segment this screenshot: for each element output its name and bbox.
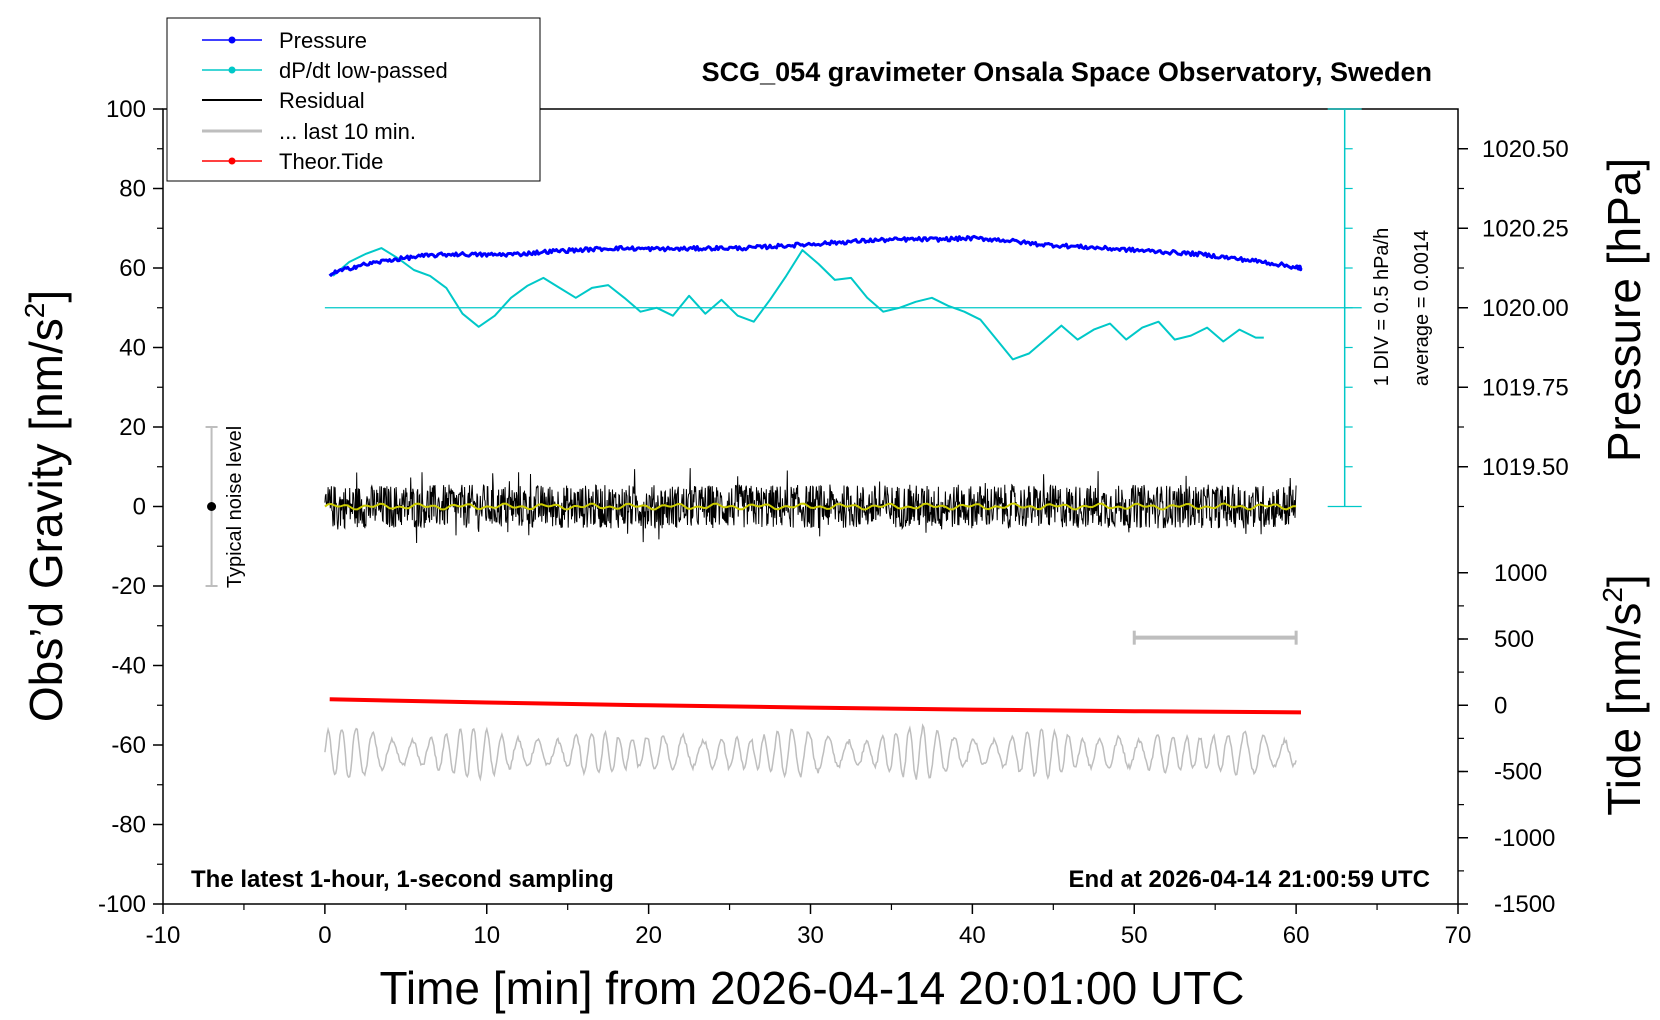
legend-marker-tide bbox=[228, 157, 236, 165]
y-tick-label: 20 bbox=[119, 414, 146, 441]
y-axis-label-tide: Tide [nm/s2] bbox=[1597, 574, 1650, 815]
footer-right: End at 2026-04-14 21:00:59 UTC bbox=[1069, 866, 1431, 893]
pressure-tick-label: 1020.00 bbox=[1482, 295, 1569, 322]
y-tick-label: -60 bbox=[111, 732, 146, 759]
y-tick-label: 40 bbox=[119, 335, 146, 362]
tide-tick-label: 0 bbox=[1494, 692, 1507, 719]
x-tick-label: 10 bbox=[473, 922, 500, 949]
y-axis-label-tide-base: Tide [nm/s bbox=[1598, 603, 1650, 816]
series-tide-line bbox=[329, 697, 1302, 715]
annotation-layer bbox=[205, 108, 1362, 645]
legend-marker-dpdt bbox=[228, 66, 236, 74]
x-tick-label: 0 bbox=[318, 922, 331, 949]
dpdt-average-label: average = 0.0014 bbox=[1411, 230, 1433, 386]
legend-label-pressure: Pressure bbox=[279, 28, 367, 53]
x-tick-label: 30 bbox=[797, 922, 824, 949]
pressure-tick-label: 1020.50 bbox=[1482, 136, 1569, 163]
y-axis-label-left: Obs’d Gravity [nm/s2] bbox=[19, 290, 72, 722]
legend: Pressure dP/dt low-passed Residual ... l… bbox=[166, 17, 541, 182]
legend-label-residual: Residual bbox=[279, 88, 365, 113]
x-tick-label: 20 bbox=[635, 922, 662, 949]
tide-tick-label: 1000 bbox=[1494, 560, 1547, 587]
noise-level-label: Typical noise level bbox=[224, 426, 246, 588]
y-tick-label: -40 bbox=[111, 653, 146, 680]
x-axis-label: Time [min] from 2026-04-14 20:01:00 UTC bbox=[380, 962, 1245, 1014]
legend-entry-last10: ... last 10 min. bbox=[202, 119, 416, 144]
footer-left: The latest 1-hour, 1-second sampling bbox=[191, 866, 614, 893]
x-tick-label: 40 bbox=[959, 922, 986, 949]
pressure-tick-label: 1019.75 bbox=[1482, 374, 1569, 401]
series-residual-smoothed-line bbox=[324, 502, 1297, 511]
x-tick-label: -10 bbox=[146, 922, 181, 949]
x-tick-label: 70 bbox=[1445, 922, 1472, 949]
dpdt-scale-label: 1 DIV = 0.5 hPa/h bbox=[1371, 228, 1393, 386]
legend-label-tide: Theor.Tide bbox=[279, 149, 383, 174]
legend-entry-tide: Theor.Tide bbox=[202, 149, 383, 174]
axis-ticks bbox=[153, 108, 1468, 914]
tide-tick-label: -1500 bbox=[1494, 891, 1555, 918]
tide-tick-label: -500 bbox=[1494, 759, 1542, 786]
y-axis-label-pressure: Pressure [hPa] bbox=[1598, 158, 1650, 462]
series-dpdt-line bbox=[332, 247, 1264, 361]
y-tick-label: -100 bbox=[98, 891, 146, 918]
pressure-tick-label: 1019.50 bbox=[1482, 454, 1569, 481]
y-tick-label: -80 bbox=[111, 812, 146, 839]
y-tick-label: -20 bbox=[111, 573, 146, 600]
y-tick-label: 0 bbox=[133, 494, 146, 521]
tide-tick-label: -1000 bbox=[1494, 825, 1555, 852]
y-tick-label: 100 bbox=[106, 96, 146, 123]
y-axis-label-tide-sup: 2 bbox=[1597, 587, 1628, 603]
x-tick-label: 50 bbox=[1121, 922, 1148, 949]
legend-label-last10: ... last 10 min. bbox=[279, 119, 416, 144]
pressure-tick-label: 1020.25 bbox=[1482, 215, 1569, 242]
legend-marker-pressure bbox=[228, 36, 236, 44]
series-residual-line bbox=[324, 468, 1297, 544]
y-axis-label-tide-close: ] bbox=[1598, 574, 1650, 587]
legend-entry-residual: Residual bbox=[202, 88, 365, 113]
series-last10-line bbox=[324, 723, 1297, 782]
series-layer bbox=[324, 234, 1303, 782]
y-axis-label-left-base: Obs’d Gravity [nm/s bbox=[20, 318, 72, 722]
series-pressure-line bbox=[328, 234, 1303, 277]
y-axis-label-left-sup: 2 bbox=[19, 303, 50, 319]
tide-tick-label: 500 bbox=[1494, 626, 1534, 653]
x-tick-label: 60 bbox=[1283, 922, 1310, 949]
y-tick-label: 80 bbox=[119, 176, 146, 203]
legend-label-dpdt: dP/dt low-passed bbox=[279, 58, 448, 83]
legend-entry-pressure: Pressure bbox=[202, 28, 367, 53]
noise-bar-center bbox=[207, 502, 217, 511]
tick-labels: -10 0 10 20 30 40 50 60 70100806040200-20-40-60-… bbox=[98, 96, 1569, 949]
y-axis-label-left-close: ] bbox=[20, 290, 72, 303]
y-tick-label: 60 bbox=[119, 255, 146, 282]
legend-entry-dpdt: dP/dt low-passed bbox=[202, 58, 448, 83]
chart-title: SCG_054 gravimeter Onsala Space Observat… bbox=[702, 57, 1432, 87]
